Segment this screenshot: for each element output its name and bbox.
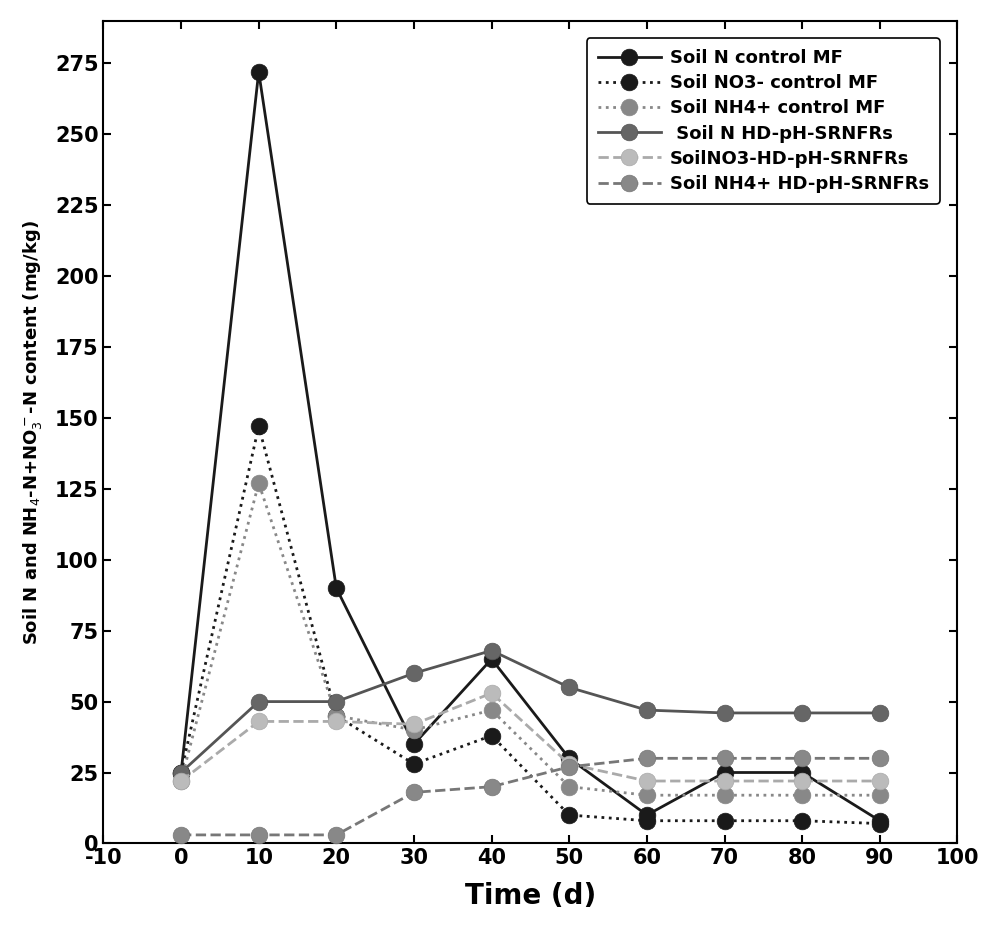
Soil N control MF [563, 753, 575, 764]
Legend: Soil N control MF, Soil NO3- control MF, Soil NH4+ control MF,  Soil N HD-pH-SRN: Soil N control MF, Soil NO3- control MF,… [587, 38, 940, 204]
SoilNO3-HD-pH-SRNFRs [719, 776, 731, 787]
Soil N control MF [796, 767, 808, 778]
Soil NO3- control MF [253, 421, 265, 432]
Soil NH4+ HD-pH-SRNFRs [330, 830, 342, 841]
Soil N control MF [253, 66, 265, 77]
Soil NO3- control MF [330, 710, 342, 722]
Soil N control MF [641, 809, 653, 820]
Soil NO3- control MF [408, 759, 420, 770]
Soil N control MF [175, 767, 187, 778]
SoilNO3-HD-pH-SRNFRs [253, 716, 265, 727]
Soil N control MF [408, 738, 420, 749]
Soil NO3- control MF [796, 816, 808, 827]
Soil NH4+ control MF [330, 710, 342, 722]
Soil N control MF [719, 767, 731, 778]
 Soil N HD-pH-SRNFRs [874, 708, 886, 719]
Soil NH4+ HD-pH-SRNFRs [719, 753, 731, 764]
Soil N control MF [874, 816, 886, 827]
Soil NH4+ HD-pH-SRNFRs [175, 830, 187, 841]
 Soil N HD-pH-SRNFRs [175, 767, 187, 778]
 Soil N HD-pH-SRNFRs [330, 696, 342, 708]
Y-axis label: Soil N and NH$_4$-N+NO$_3^-$-N content (mg/kg): Soil N and NH$_4$-N+NO$_3^-$-N content (… [21, 220, 44, 644]
Soil NO3- control MF [175, 767, 187, 778]
Line: SoilNO3-HD-pH-SRNFRs: SoilNO3-HD-pH-SRNFRs [173, 684, 888, 789]
Soil NH4+ HD-pH-SRNFRs [486, 781, 498, 792]
Soil NH4+ HD-pH-SRNFRs [408, 787, 420, 798]
 Soil N HD-pH-SRNFRs [253, 696, 265, 708]
X-axis label: Time (d): Time (d) [465, 883, 596, 911]
 Soil N HD-pH-SRNFRs [719, 708, 731, 719]
Line: Soil NH4+ HD-pH-SRNFRs: Soil NH4+ HD-pH-SRNFRs [173, 750, 888, 843]
Soil NO3- control MF [641, 816, 653, 827]
Soil N control MF [486, 654, 498, 665]
SoilNO3-HD-pH-SRNFRs [796, 776, 808, 787]
SoilNO3-HD-pH-SRNFRs [408, 719, 420, 730]
Line: Soil N control MF: Soil N control MF [173, 63, 888, 830]
SoilNO3-HD-pH-SRNFRs [641, 776, 653, 787]
Soil NH4+ control MF [796, 789, 808, 801]
 Soil N HD-pH-SRNFRs [641, 705, 653, 716]
Soil N control MF [330, 583, 342, 594]
Soil NH4+ HD-pH-SRNFRs [253, 830, 265, 841]
Soil NH4+ control MF [719, 789, 731, 801]
SoilNO3-HD-pH-SRNFRs [563, 759, 575, 770]
SoilNO3-HD-pH-SRNFRs [874, 776, 886, 787]
Soil NH4+ control MF [175, 776, 187, 787]
Line: Soil NO3- control MF: Soil NO3- control MF [173, 418, 888, 832]
Soil NH4+ control MF [563, 781, 575, 792]
Soil NO3- control MF [719, 816, 731, 827]
SoilNO3-HD-pH-SRNFRs [330, 716, 342, 727]
Soil NO3- control MF [486, 730, 498, 741]
SoilNO3-HD-pH-SRNFRs [486, 687, 498, 698]
Soil NH4+ HD-pH-SRNFRs [563, 762, 575, 773]
Soil NH4+ control MF [641, 789, 653, 801]
Line: Soil NH4+ control MF: Soil NH4+ control MF [173, 475, 888, 803]
 Soil N HD-pH-SRNFRs [563, 681, 575, 693]
Soil NO3- control MF [874, 818, 886, 830]
 Soil N HD-pH-SRNFRs [408, 668, 420, 679]
Soil NH4+ control MF [486, 705, 498, 716]
Soil NH4+ control MF [253, 478, 265, 489]
Soil NH4+ HD-pH-SRNFRs [641, 753, 653, 764]
Soil NH4+ control MF [874, 789, 886, 801]
Soil NO3- control MF [563, 809, 575, 820]
SoilNO3-HD-pH-SRNFRs [175, 776, 187, 787]
 Soil N HD-pH-SRNFRs [796, 708, 808, 719]
Line:  Soil N HD-pH-SRNFRs: Soil N HD-pH-SRNFRs [173, 642, 888, 781]
Soil NH4+ HD-pH-SRNFRs [796, 753, 808, 764]
Soil NH4+ HD-pH-SRNFRs [874, 753, 886, 764]
 Soil N HD-pH-SRNFRs [486, 645, 498, 656]
Soil NH4+ control MF [408, 724, 420, 735]
